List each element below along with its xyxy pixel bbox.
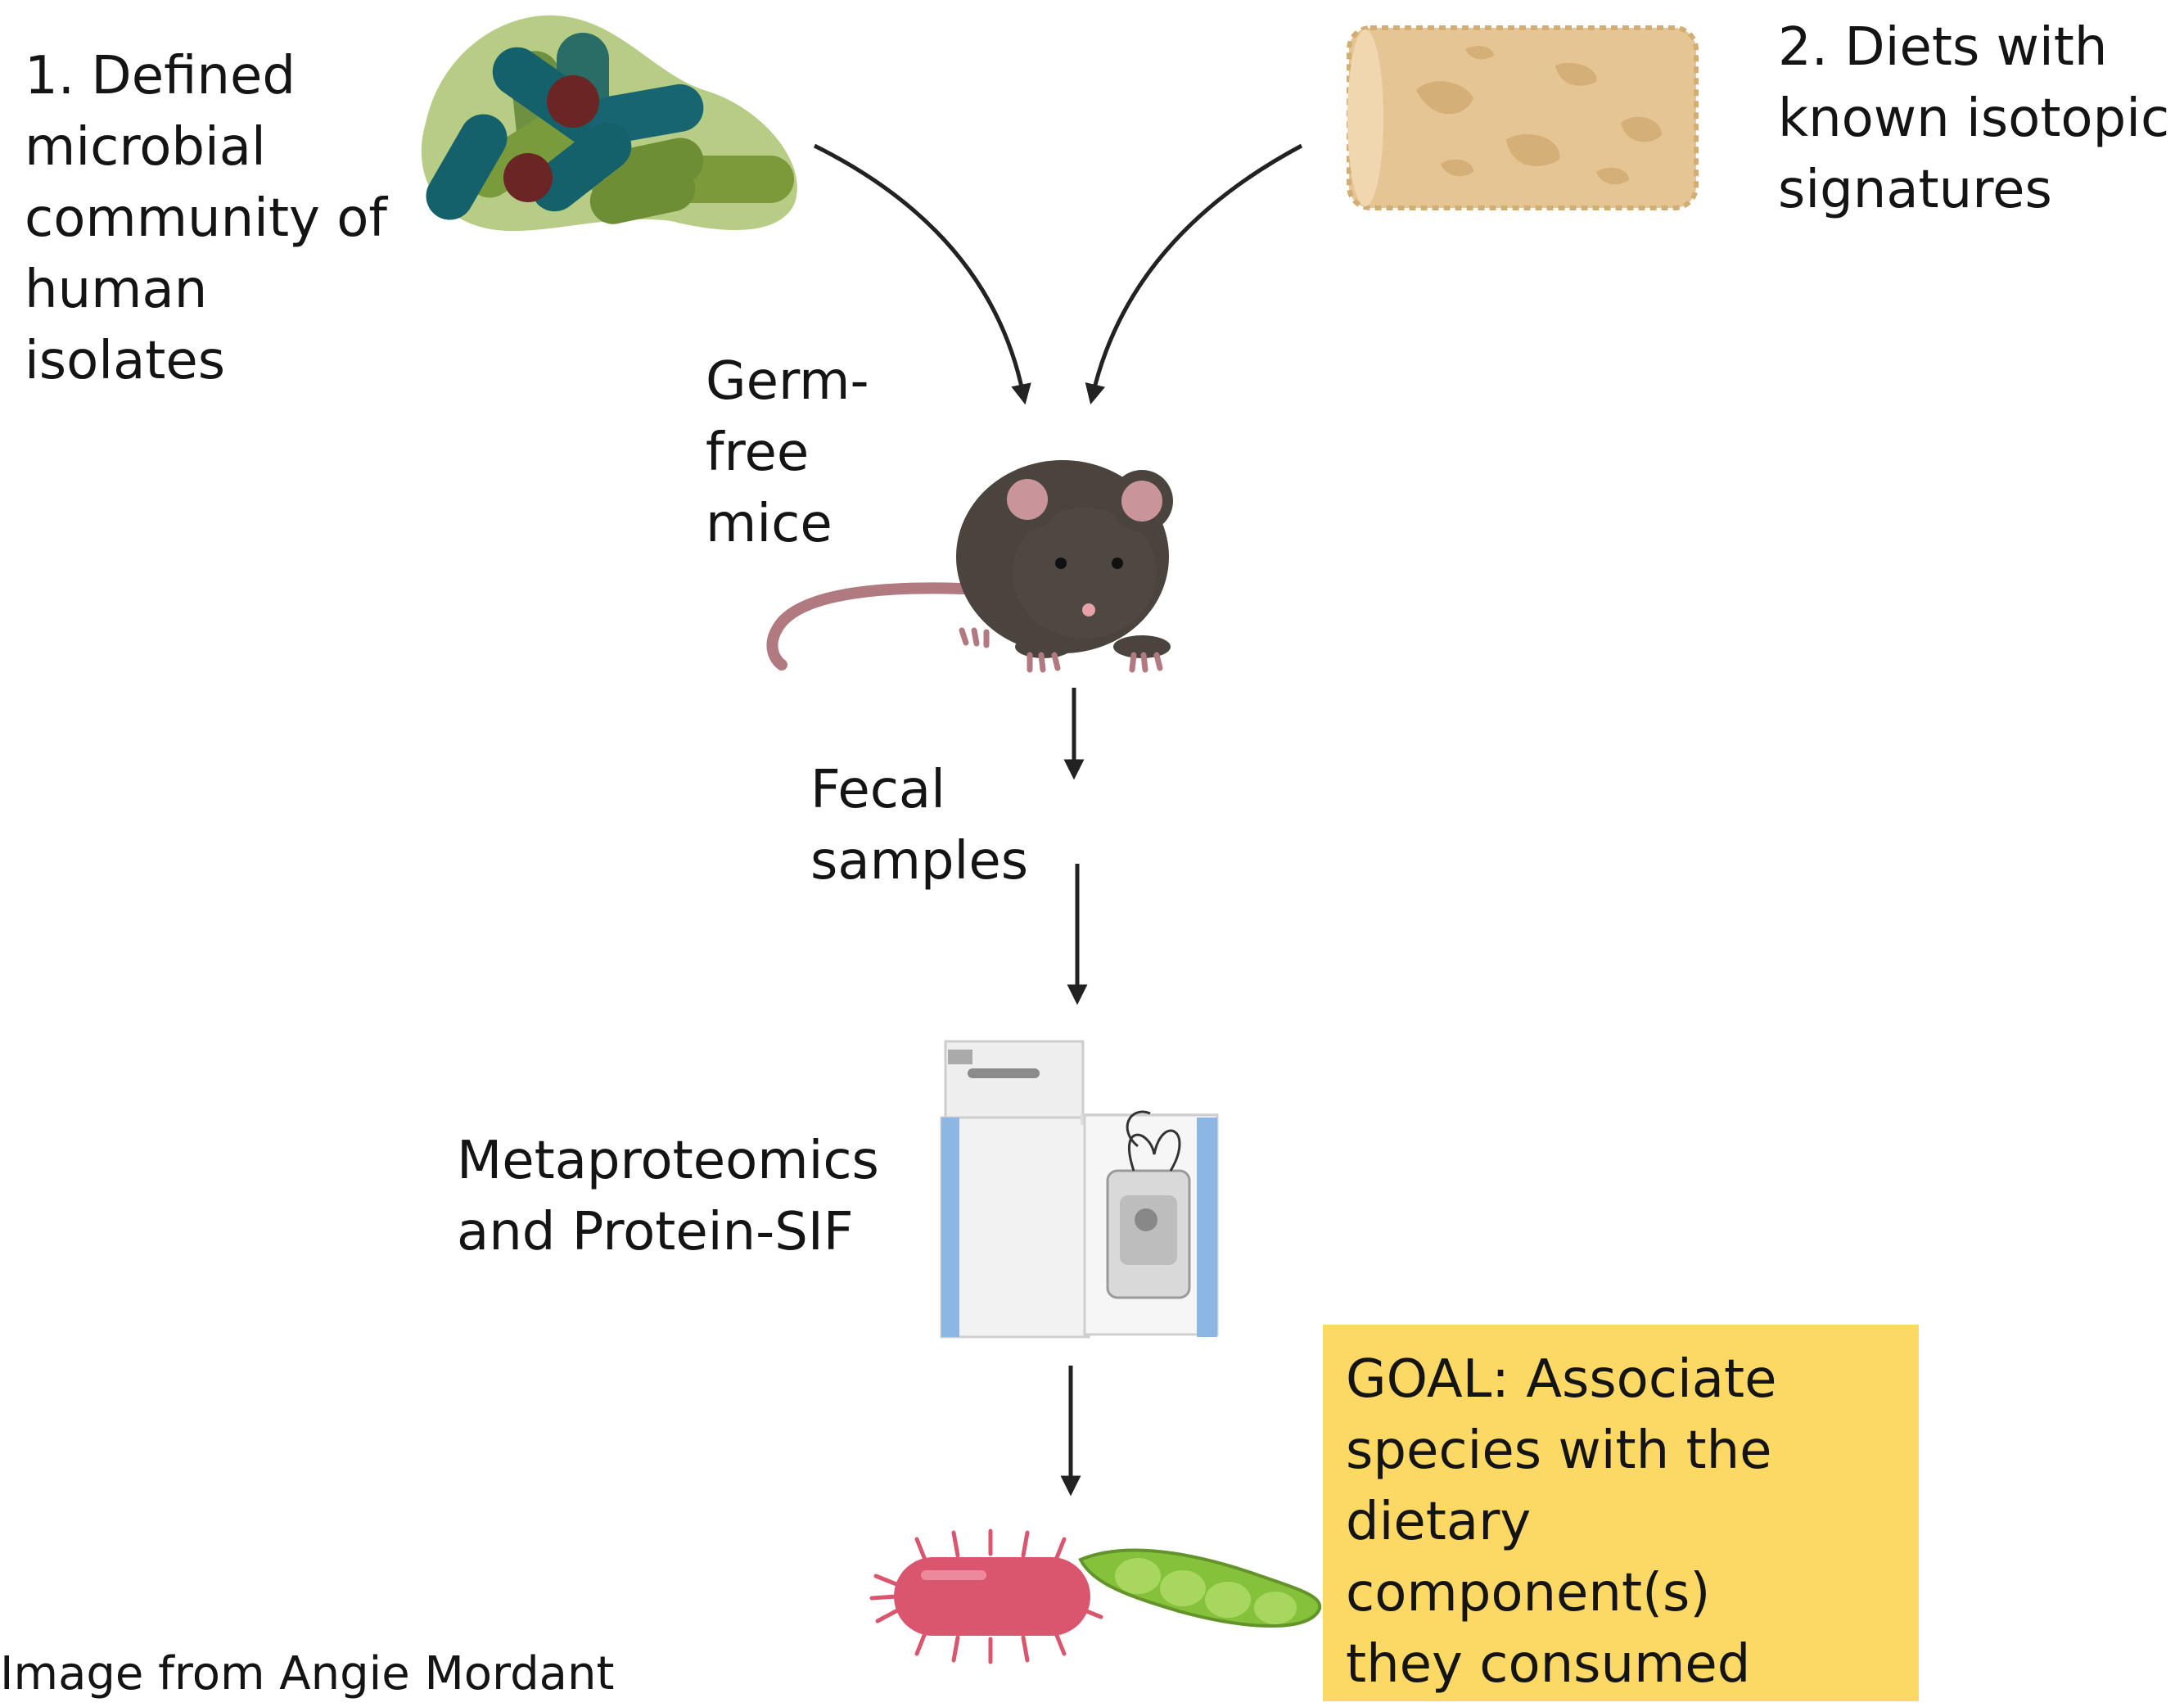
community-label: 1. Defined microbial community of human … bbox=[25, 46, 387, 391]
bean-pod-icon bbox=[1078, 1548, 1322, 1628]
goal-box: GOAL: Associate species with the dietary… bbox=[1323, 1325, 1919, 1701]
food-pellet-icon bbox=[1347, 25, 1699, 210]
fecal-samples-label: Fecal samples bbox=[810, 760, 1029, 892]
mass-spectrometer-icon bbox=[940, 1040, 1219, 1339]
mice-label: Germ- free mice bbox=[706, 351, 869, 554]
bacteria-cluster-icon bbox=[421, 15, 797, 232]
arrow-diet-to-mice bbox=[1085, 143, 1303, 405]
metaproteomics-label: Metaproteomics and Protein-SIF bbox=[457, 1131, 879, 1262]
arrow-community-to-mice bbox=[813, 143, 1031, 405]
image-credit: Image from Angie Mordant bbox=[0, 1647, 615, 1700]
bacterium-icon bbox=[869, 1529, 1103, 1664]
mouse-icon bbox=[766, 460, 1173, 673]
goal-text: GOAL: Associate species with the dietary… bbox=[1346, 1349, 1777, 1695]
diets-label: 2. Diets with known isotopic signatures bbox=[1778, 17, 2170, 220]
